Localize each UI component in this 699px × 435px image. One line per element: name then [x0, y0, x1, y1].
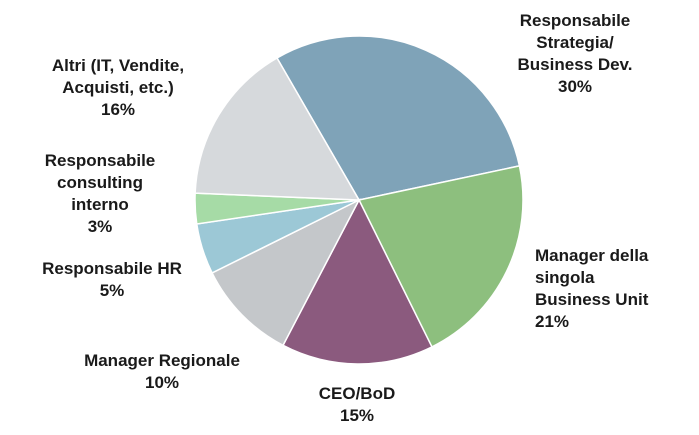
pie-slice — [357, 165, 524, 348]
category-name: CEO/BoD — [318, 384, 396, 403]
value-label: 10% — [144, 373, 180, 392]
category-name: Responsabile consulting interno — [44, 151, 156, 214]
pie-slice — [282, 198, 433, 365]
slice-label: Manager Regionale 10% — [12, 350, 312, 394]
pie-slice — [275, 35, 521, 201]
category-name: Responsabile Strategia/ Business Dev. — [517, 11, 633, 74]
slice-label: Responsabile HR 5% — [0, 258, 262, 302]
pie-slice — [211, 198, 361, 347]
category-name: Responsabile HR — [42, 259, 182, 278]
value-label: 21% — [535, 312, 570, 331]
category-name: Manager Regionale — [84, 351, 240, 370]
value-label: 16% — [100, 100, 136, 119]
value-label: 30% — [557, 77, 593, 96]
slice-label: CEO/BoD 15% — [207, 383, 507, 427]
slice-label: Altri (IT, Vendite, Acquisti, etc.) 16% — [0, 55, 268, 121]
value-label: 5% — [99, 281, 125, 300]
slice-label: Responsabile Strategia/ Business Dev. 30% — [425, 10, 699, 98]
value-label: 15% — [339, 406, 375, 425]
value-label: 3% — [87, 217, 113, 236]
pie-slice — [194, 56, 361, 201]
slice-label: Manager della singola Business Unit 21% — [535, 245, 648, 333]
category-name: Altri (IT, Vendite, Acquisti, etc.) — [51, 56, 185, 97]
slice-label: Responsabile consulting interno 3% — [0, 150, 250, 238]
category-name: Manager della singola Business Unit — [535, 246, 649, 309]
